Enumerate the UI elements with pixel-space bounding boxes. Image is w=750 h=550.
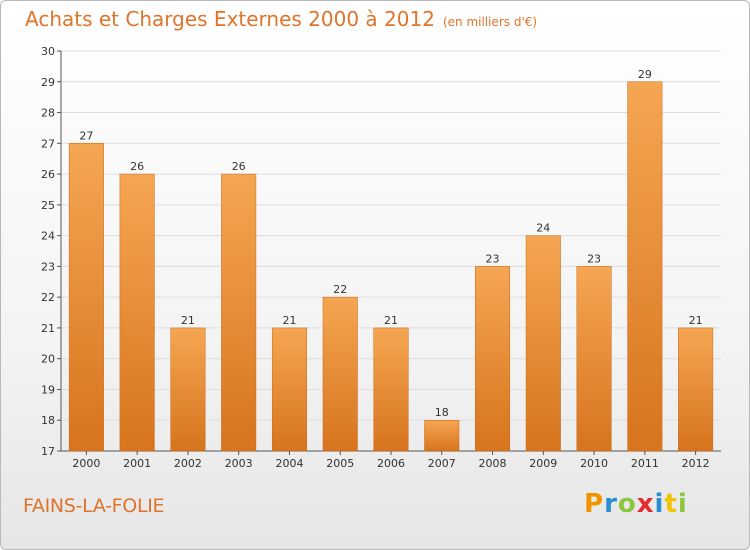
y-tick-label: 28 xyxy=(41,107,55,120)
bar xyxy=(119,173,155,452)
bar xyxy=(221,173,257,452)
x-tick-label: 2012 xyxy=(682,457,710,470)
bar xyxy=(576,266,612,452)
y-tick-label: 27 xyxy=(41,137,55,150)
value-label: 23 xyxy=(486,252,500,265)
logo-letter: P xyxy=(584,489,605,519)
value-label: 29 xyxy=(638,68,652,81)
chart-subtitle: (en milliers d'€) xyxy=(442,15,538,29)
x-tick-label: 2006 xyxy=(377,457,405,470)
bar xyxy=(525,235,561,452)
x-tick-label: 2007 xyxy=(428,457,456,470)
x-tick-label: 2009 xyxy=(529,457,557,470)
x-tick-label: 2005 xyxy=(326,457,354,470)
bar xyxy=(322,296,358,452)
value-label: 26 xyxy=(130,160,144,173)
y-tick-label: 19 xyxy=(41,383,55,396)
bar xyxy=(424,419,460,452)
x-tick-label: 2011 xyxy=(631,457,659,470)
place-name: FAINS-LA-FOLIE xyxy=(23,495,165,517)
x-tick-label: 2008 xyxy=(479,457,507,470)
bar xyxy=(170,327,206,452)
title-text: Achats et Charges Externes 2000 à 2012 xyxy=(25,7,435,31)
logo-letter: x xyxy=(636,489,655,519)
y-tick-label: 18 xyxy=(41,414,55,427)
y-tick-label: 30 xyxy=(41,45,55,58)
logo-letter: r xyxy=(604,489,618,519)
value-label: 18 xyxy=(435,406,449,419)
logo-letter: i xyxy=(677,489,688,519)
bar xyxy=(68,143,104,452)
proxiti-logo: Proxiti xyxy=(584,489,688,519)
bar xyxy=(271,327,307,452)
x-tick-label: 2002 xyxy=(174,457,202,470)
y-tick-label: 22 xyxy=(41,291,55,304)
value-label: 23 xyxy=(587,252,601,265)
x-tick-label: 2004 xyxy=(275,457,303,470)
value-label: 21 xyxy=(689,314,703,327)
x-tick-label: 2003 xyxy=(225,457,253,470)
y-tick-label: 23 xyxy=(41,260,55,273)
logo-letter: i xyxy=(654,489,665,519)
chart-title: Achats et Charges Externes 2000 à 2012 (e… xyxy=(25,7,537,31)
value-label: 22 xyxy=(333,283,347,296)
y-tick-label: 26 xyxy=(41,168,55,181)
value-label: 21 xyxy=(181,314,195,327)
bar xyxy=(475,266,511,452)
y-tick-label: 24 xyxy=(41,230,55,243)
y-tick-label: 21 xyxy=(41,322,55,335)
bar xyxy=(678,327,714,452)
value-label: 21 xyxy=(384,314,398,327)
y-tick-label: 29 xyxy=(41,76,55,89)
x-tick-label: 2001 xyxy=(123,457,151,470)
x-tick-label: 2000 xyxy=(72,457,100,470)
y-tick-label: 17 xyxy=(41,445,55,458)
value-label: 26 xyxy=(232,160,246,173)
bar xyxy=(627,81,663,452)
value-label: 21 xyxy=(282,314,296,327)
logo-letter: o xyxy=(617,489,637,519)
logo-letter: t xyxy=(664,489,678,519)
value-label: 24 xyxy=(536,222,550,235)
bar xyxy=(373,327,409,452)
y-tick-label: 20 xyxy=(41,353,55,366)
value-label: 27 xyxy=(79,129,93,142)
x-tick-label: 2010 xyxy=(580,457,608,470)
y-tick-label: 25 xyxy=(41,199,55,212)
